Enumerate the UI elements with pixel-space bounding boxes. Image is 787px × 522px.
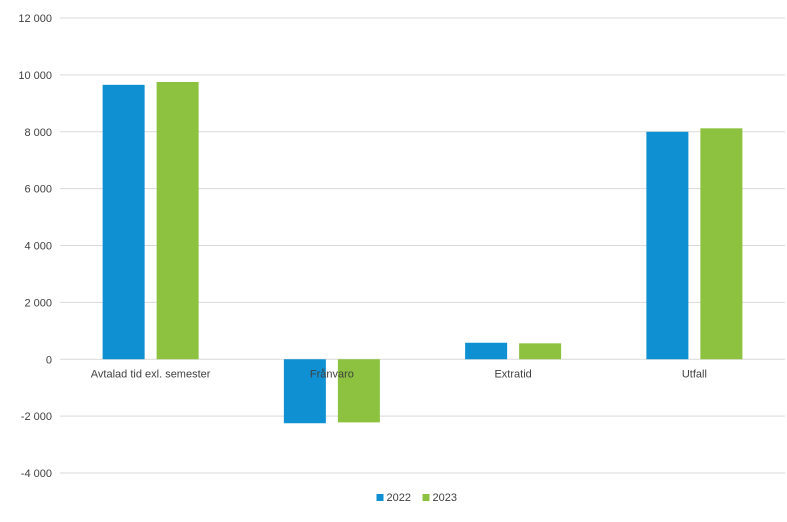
legend: 2022 2023 [376, 492, 457, 504]
category-label: Avtalad tid exl. semester [91, 368, 211, 380]
category-label: Extratid [494, 368, 531, 380]
y-tick-label: -4 000 [21, 468, 52, 480]
x-axis-category-labels: Avtalad tid exl. semester Frånvaro Extrati… [91, 368, 707, 380]
bar-2023 [700, 128, 743, 360]
bar-2023 [156, 81, 199, 360]
legend-label-2023: 2023 [433, 492, 457, 504]
y-tick-label: 12 000 [18, 13, 52, 25]
bar-2023 [519, 343, 562, 360]
y-tick-label: 8 000 [24, 127, 52, 139]
y-axis-tick-labels: -4 000 -2 000 0 2 000 4 000 6 000 8 000 10 000 1… [18, 13, 52, 480]
legend-swatch-2023 [422, 494, 430, 501]
y-tick-label: 2 000 [24, 297, 52, 309]
legend-label-2022: 2022 [387, 492, 411, 504]
y-tick-label: 0 [46, 354, 52, 366]
bar-2022 [283, 359, 326, 424]
y-tick-label: -2 000 [21, 411, 52, 423]
category-label: Frånvaro [310, 368, 354, 380]
bar-2023 [337, 359, 380, 423]
y-tick-label: 4 000 [24, 241, 52, 253]
category-label: Utfall [682, 368, 707, 380]
legend-swatch-2022 [376, 494, 384, 501]
y-tick-label: 6 000 [24, 184, 52, 196]
bar-2022 [646, 131, 689, 360]
bar-2022 [465, 342, 508, 360]
y-tick-label: 10 000 [18, 70, 52, 82]
bars [102, 81, 743, 424]
bar-2022 [102, 84, 145, 360]
